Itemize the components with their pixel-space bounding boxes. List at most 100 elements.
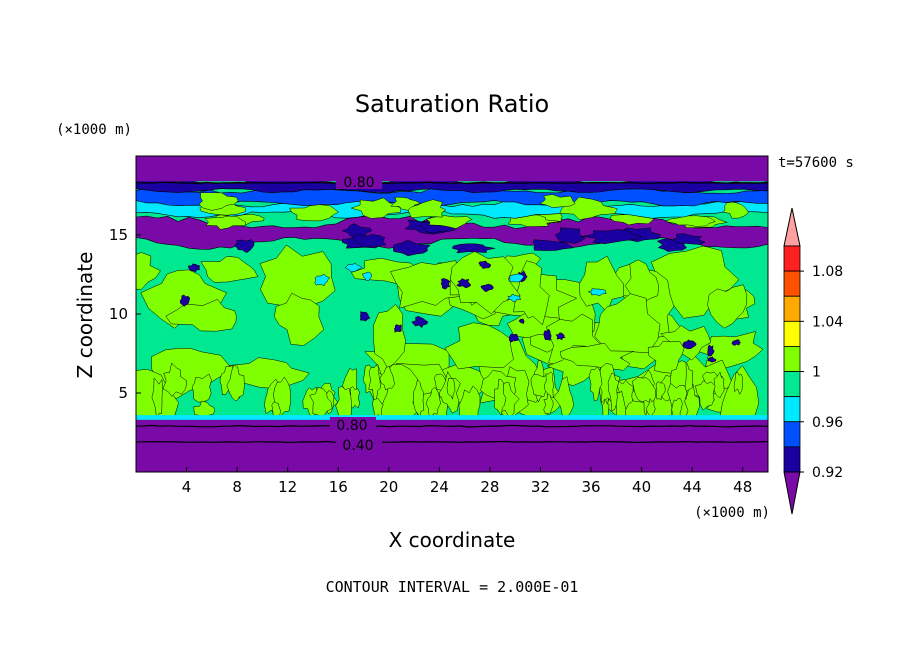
colorbar-bin: [783, 421, 801, 448]
x-tick-label: 36: [581, 478, 600, 496]
dry-pockets-blob: [543, 328, 552, 341]
x-tick-label: 44: [683, 478, 702, 496]
cloud-base-strip: [136, 415, 768, 420]
cyan-pockets-blob: [587, 288, 607, 297]
upper-moist-cells-blob: [289, 204, 339, 222]
colorbar-tick-label: 1: [812, 365, 821, 381]
time-label: t=57600 s: [778, 155, 854, 171]
saturated-patches-blob: [450, 251, 521, 315]
contour-label-bg-1: [336, 173, 382, 189]
dry-pockets-blob: [731, 339, 742, 346]
upper-green-patches-blob: [425, 215, 473, 229]
x-tick-label: 8: [232, 478, 242, 496]
low-level-cells-blob: [494, 378, 507, 417]
contour-label-bottom: 0.40: [342, 438, 373, 454]
saturation-field: [136, 156, 768, 472]
x-tick-label: 32: [531, 478, 550, 496]
cyan-pockets: [314, 262, 607, 302]
dry-pockets-blob: [682, 339, 697, 350]
colorbar-bin: [783, 245, 801, 272]
saturated-patches-blob: [200, 256, 259, 283]
dark-blue-patches-blob: [352, 234, 387, 248]
contour-label-lower: 0.80: [336, 418, 367, 434]
dry-pockets-blob: [707, 344, 715, 357]
upper-moist-cells-blob: [198, 192, 239, 211]
upper-green-patches: [204, 209, 729, 230]
contour-label-bg-3: [336, 437, 382, 452]
dark-blue-patches: [233, 219, 706, 257]
low-level-cells-blob: [446, 377, 456, 400]
saturated-patches-blob: [165, 299, 237, 332]
y-tick-label: 15: [109, 226, 128, 244]
dark-blue-patches-blob: [452, 243, 496, 254]
chart-title: Saturation Ratio: [355, 90, 549, 118]
saturated-patches-blob: [444, 322, 514, 370]
colorbar-tick-label: 0.92: [812, 465, 843, 481]
low-level-cells-blob: [733, 371, 743, 395]
dark-blue-patches-blob: [532, 239, 575, 251]
dry-pockets-blob: [456, 278, 472, 289]
x-tick-label: 24: [430, 478, 449, 496]
low-level-cells-blob: [151, 377, 163, 422]
upper-moist-cells: [198, 192, 749, 222]
colorbar-bin: [783, 346, 801, 372]
y-tick-label: 5: [118, 384, 128, 402]
low-level-cells-blob: [588, 366, 603, 402]
upper-moist-cells-blob: [350, 197, 401, 219]
upper-dry-layer: [136, 156, 768, 182]
contour-0.40: [136, 440, 768, 444]
contour-lines: [136, 181, 768, 444]
colorbar-tick-label: 1.08: [812, 264, 843, 280]
upper-moist-cells-blob: [723, 201, 749, 219]
low-level-cells-blob: [553, 376, 574, 419]
low-level-cells-blob: [695, 380, 716, 411]
cyan-pockets-blob: [314, 273, 331, 287]
dry-pockets-blob: [188, 263, 201, 273]
low-level-cells-blob: [655, 381, 666, 401]
dark-blue-patches-blob: [554, 227, 586, 244]
y-axis-label: Z coordinate: [73, 252, 97, 379]
colorbar-bin: [783, 396, 801, 423]
dry-pockets-blob: [508, 333, 520, 343]
upper-green-patches-blob: [507, 214, 562, 227]
dry-pockets: [179, 260, 742, 363]
dry-pockets-blob: [478, 260, 491, 269]
low-level-cells-blob: [713, 371, 725, 399]
colorbar-bin: [783, 295, 801, 322]
low-level-cells-blob: [543, 393, 554, 415]
saturated-patches-blob: [136, 252, 161, 290]
cyan-pockets-blob: [506, 293, 522, 302]
saturated-patches-blob: [707, 284, 748, 329]
saturated-patches-blob: [259, 244, 336, 308]
x-units-label: (×1000 m): [694, 505, 770, 521]
upper-moist-cells-blob: [407, 199, 447, 218]
x-axis-ticks: 4 8 12 16 20 24 28 32 36 40 44 48: [182, 467, 752, 496]
low-level-cells-blob: [607, 372, 619, 412]
lower-dry-layer: [136, 419, 768, 472]
saturated-patches-blob: [274, 292, 325, 346]
x-tick-label: 16: [329, 478, 348, 496]
x-axis-label: X coordinate: [389, 528, 516, 552]
colorbar-bin: [783, 270, 801, 297]
low-level-cells-blob: [425, 386, 441, 417]
saturated-patches-blob: [373, 304, 406, 369]
dry-pockets-blob: [411, 315, 429, 329]
x-tick-label: 48: [733, 478, 752, 496]
saturated-patches-blob: [579, 255, 625, 313]
low-level-cells-blob: [645, 397, 656, 417]
dry-pockets-blob: [518, 318, 525, 324]
dark-blue-patches-blob: [392, 239, 431, 257]
upper-green-patches-blob: [204, 215, 246, 230]
low-level-cells-blob: [226, 364, 245, 401]
contour-0.80-upper: [136, 181, 768, 185]
low-level-cells-blob: [191, 373, 212, 403]
colorbar-tick-label: 0.96: [812, 415, 843, 431]
dry-pockets-blob: [359, 311, 371, 322]
saturated-patches-blob: [594, 293, 661, 362]
blue-transition-band: [136, 187, 768, 207]
dry-pockets-blob: [480, 283, 494, 292]
x-tick-label: 12: [278, 478, 297, 496]
contour-label-upper: 0.80: [343, 175, 374, 191]
contour-0.80-lower: [136, 424, 768, 428]
